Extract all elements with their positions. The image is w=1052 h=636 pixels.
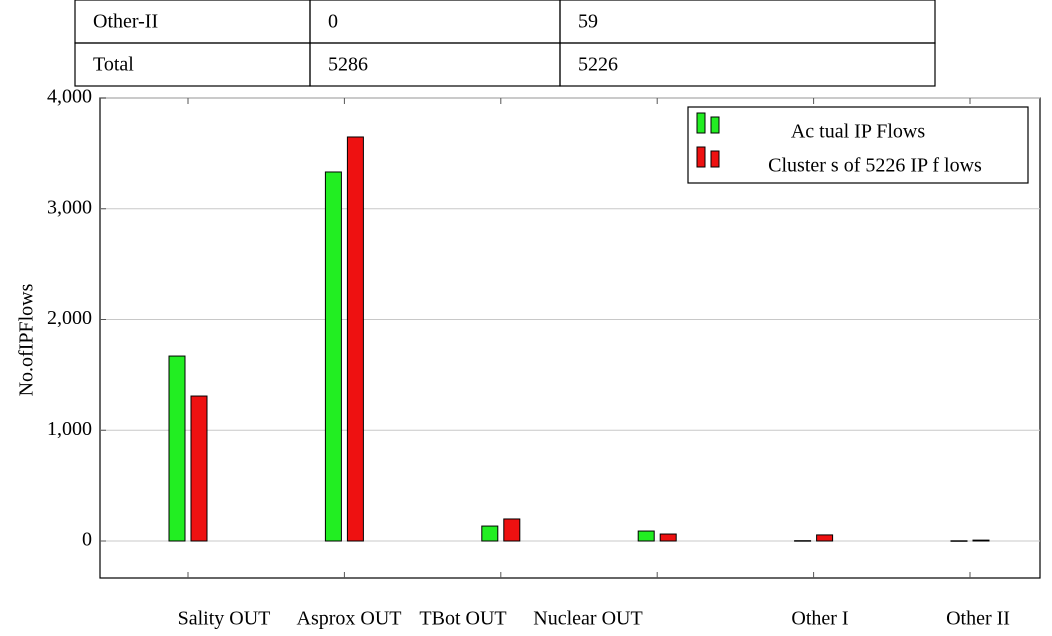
table-text: 59 <box>578 11 598 33</box>
bar <box>659 533 677 542</box>
legend-swatch <box>696 112 706 134</box>
table-cell <box>309 0 561 44</box>
bar <box>503 518 521 542</box>
table-text: Total <box>93 54 134 76</box>
x-tick-label: Sality OUT <box>178 608 271 630</box>
bar <box>794 540 812 542</box>
legend-label: Cluster s of 5226 IP f lows <box>768 155 982 177</box>
bar <box>481 525 499 542</box>
y-tick-label: 0 <box>82 529 92 551</box>
bar <box>190 395 208 542</box>
legend-swatch <box>710 150 720 168</box>
table-cell <box>559 0 936 44</box>
table-text: 5286 <box>328 54 368 76</box>
table-cell <box>559 42 936 87</box>
y-tick-label: 4,000 <box>47 86 92 108</box>
table-text: 0 <box>328 11 338 33</box>
x-tick-label: Asprox OUT <box>297 608 402 630</box>
legend-box <box>687 106 1029 184</box>
y-tick-label: 1,000 <box>47 418 92 440</box>
y-axis-label: No.ofIPFlows <box>16 283 38 396</box>
bar <box>972 539 990 542</box>
legend-label: Ac tual IP Flows <box>791 121 925 143</box>
bar <box>324 171 342 542</box>
x-tick-label: Other I <box>791 608 848 630</box>
legend-swatch <box>696 146 706 168</box>
x-tick-label: Other II <box>946 608 1010 630</box>
x-tick-label: Nuclear OUT <box>533 608 642 630</box>
bar <box>168 355 186 542</box>
legend-swatch <box>710 116 720 134</box>
table-text: 5226 <box>578 54 618 76</box>
x-tick-label: TBot OUT <box>419 608 506 630</box>
bar <box>950 540 968 542</box>
bar <box>816 534 834 542</box>
y-tick-label: 2,000 <box>47 307 92 329</box>
bar <box>637 530 655 542</box>
bar <box>346 136 364 542</box>
y-tick-label: 3,000 <box>47 196 92 218</box>
table-text: Other-II <box>93 11 158 33</box>
